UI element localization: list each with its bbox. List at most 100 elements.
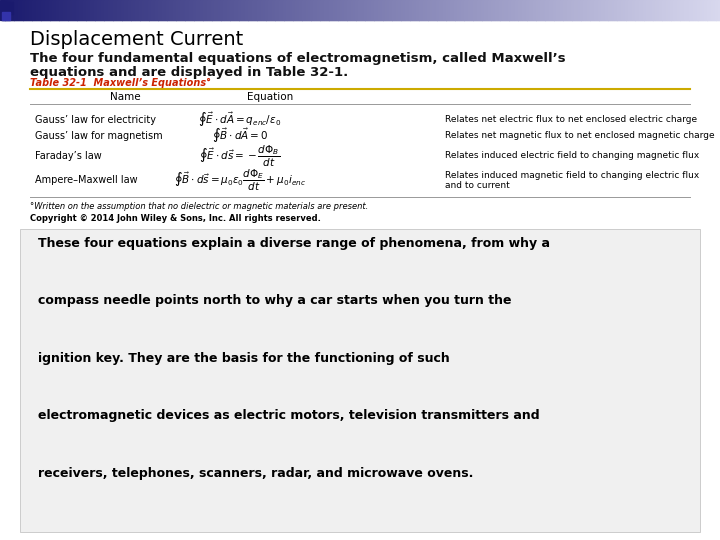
Bar (56, 0, 58, 20)
Bar (72, 0, 75, 20)
Bar (391, 0, 393, 20)
Text: The four fundamental equations of electromagnetism, called Maxwell’s: The four fundamental equations of electr… (30, 52, 566, 65)
Bar (376, 0, 379, 20)
Bar (637, 0, 640, 20)
Bar (45, 0, 48, 20)
Bar (49, 0, 51, 20)
Bar (101, 0, 104, 20)
Bar (590, 0, 593, 20)
Bar (560, 0, 562, 20)
Bar (608, 0, 611, 20)
Bar (97, 0, 100, 20)
Bar (693, 0, 696, 20)
Bar (210, 0, 213, 20)
Bar (571, 0, 573, 20)
Bar (518, 0, 521, 20)
Bar (25, 0, 28, 20)
Text: Displacement Current: Displacement Current (30, 30, 243, 49)
Bar (441, 0, 444, 20)
Bar (181, 0, 184, 20)
Bar (541, 0, 544, 20)
Bar (457, 0, 460, 20)
Bar (673, 0, 676, 20)
Bar (54, 0, 57, 20)
Bar (426, 0, 429, 20)
Bar (585, 0, 588, 20)
Bar (711, 0, 714, 20)
Bar (679, 0, 681, 20)
Bar (119, 0, 122, 20)
Bar (697, 0, 699, 20)
Bar (53, 0, 55, 20)
Text: compass needle points north to why a car starts when you turn the: compass needle points north to why a car… (38, 294, 511, 307)
Bar (365, 0, 368, 20)
Bar (35, 0, 37, 20)
Bar (306, 0, 309, 20)
Bar (232, 0, 235, 20)
Bar (162, 0, 165, 20)
Bar (596, 0, 598, 20)
Bar (685, 0, 688, 20)
Bar (374, 0, 377, 20)
Bar (205, 0, 208, 20)
Bar (593, 0, 595, 20)
Bar (288, 0, 291, 20)
Bar (89, 0, 91, 20)
Bar (209, 0, 212, 20)
Bar (176, 0, 179, 20)
Bar (150, 0, 152, 20)
Bar (338, 0, 341, 20)
Bar (42, 0, 44, 20)
Bar (630, 0, 633, 20)
Bar (11, 0, 14, 20)
Bar (245, 0, 248, 20)
Bar (539, 0, 541, 20)
Bar (95, 0, 98, 20)
Bar (431, 0, 433, 20)
Bar (706, 0, 708, 20)
Bar (328, 0, 330, 20)
Bar (229, 0, 231, 20)
Bar (189, 0, 192, 20)
Bar (196, 0, 199, 20)
Bar (598, 0, 600, 20)
Bar (418, 0, 420, 20)
Bar (248, 0, 251, 20)
Bar (207, 0, 210, 20)
Bar (6, 0, 8, 20)
Bar (589, 0, 591, 20)
Bar (688, 0, 690, 20)
Bar (109, 0, 112, 20)
Bar (666, 0, 669, 20)
Bar (654, 0, 656, 20)
Bar (383, 0, 386, 20)
Bar (239, 0, 242, 20)
Bar (648, 0, 651, 20)
Bar (204, 0, 206, 20)
Bar (467, 0, 469, 20)
Bar (536, 0, 539, 20)
Bar (632, 0, 634, 20)
Bar (30, 0, 33, 20)
Bar (488, 0, 490, 20)
Bar (412, 0, 415, 20)
Text: Ampere–Maxwell law: Ampere–Maxwell law (35, 175, 138, 185)
Bar (670, 0, 672, 20)
Bar (701, 0, 703, 20)
Bar (695, 0, 698, 20)
Bar (558, 0, 561, 20)
Bar (243, 0, 246, 20)
Bar (482, 0, 485, 20)
Bar (493, 0, 496, 20)
Bar (551, 0, 554, 20)
Bar (180, 0, 183, 20)
Bar (157, 0, 159, 20)
Bar (68, 0, 71, 20)
Text: Faraday’s law: Faraday’s law (35, 151, 102, 161)
Bar (691, 0, 694, 20)
Bar (463, 0, 465, 20)
Bar (409, 0, 411, 20)
Bar (73, 0, 76, 20)
Text: receivers, telephones, scanners, radar, and microwave ovens.: receivers, telephones, scanners, radar, … (38, 467, 473, 480)
Bar (628, 0, 631, 20)
